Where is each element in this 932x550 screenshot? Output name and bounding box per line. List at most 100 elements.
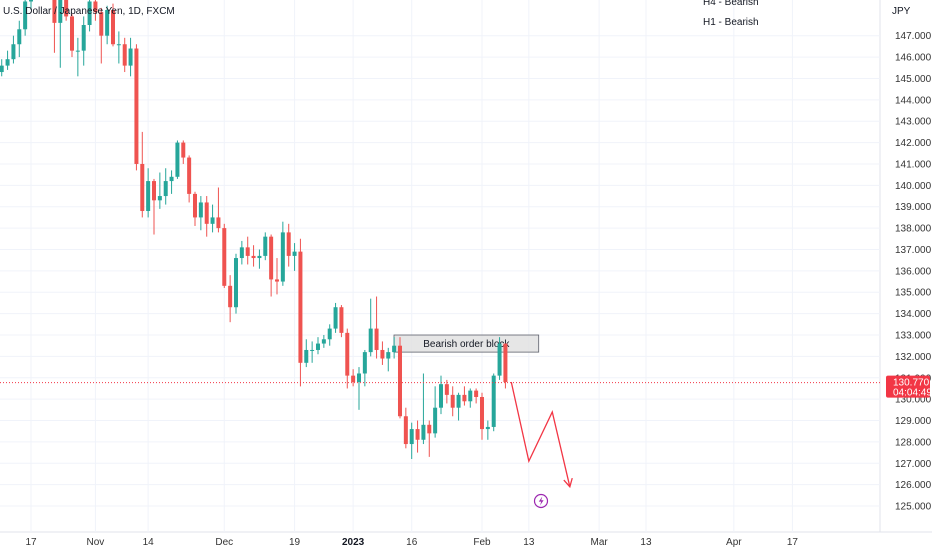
y-tick-label: 146.000: [895, 53, 932, 64]
candle: [497, 337, 502, 380]
projection-arrowhead: [563, 477, 573, 489]
y-tick-label: 147.000: [895, 31, 932, 42]
candle: [386, 347, 391, 372]
candle: [210, 204, 215, 233]
candle: [438, 375, 443, 415]
candle: [116, 31, 121, 64]
candle: [175, 140, 180, 179]
candle: [286, 223, 291, 267]
candle: [0, 59, 4, 77]
candle: [263, 232, 268, 261]
candle: [257, 249, 262, 269]
candle: [17, 20, 22, 58]
candle: [110, 3, 115, 47]
x-tick-label: Mar: [591, 537, 609, 548]
y-tick-label: 126.000: [895, 480, 932, 491]
y-tick-label: 142.000: [895, 138, 932, 149]
candle: [75, 37, 80, 77]
price-tag: 130.770 04:04:49: [886, 375, 932, 399]
candle: [450, 386, 455, 417]
y-tick-label: 143.000: [895, 117, 932, 128]
x-tick-label: Nov: [87, 537, 105, 548]
candle: [474, 388, 479, 404]
y-tick-label: 129.000: [895, 416, 932, 427]
candle: [339, 305, 344, 338]
x-tick-label: Feb: [473, 537, 491, 548]
order-block-layer: Bearish order block: [393, 334, 540, 353]
note-h1: H1 - Bearish: [703, 17, 759, 28]
candle: [11, 35, 16, 64]
projection-path[interactable]: [510, 381, 571, 487]
candle: [351, 369, 356, 387]
x-tick-label: 13: [523, 537, 535, 548]
y-tick-label: 132.000: [895, 352, 932, 363]
currency-label: JPY: [892, 6, 911, 17]
x-tick-label: 17: [787, 537, 799, 548]
candle: [69, 14, 74, 58]
candle: [274, 258, 279, 295]
candle: [321, 335, 326, 348]
grid: [0, 0, 932, 533]
y-tick-label: 138.000: [895, 224, 932, 235]
y-tick-label: 140.000: [895, 181, 932, 192]
candle: [216, 187, 221, 233]
x-tick-label: Apr: [726, 537, 742, 548]
price-axis[interactable]: 125.000 126.000 127.000 128.000 129.000 130.0…: [895, 31, 932, 512]
candle: [204, 196, 209, 237]
candle: [128, 37, 133, 77]
candle: [81, 16, 86, 66]
candle: [233, 253, 238, 314]
x-tick-label: 13: [640, 537, 652, 548]
candle: [251, 245, 256, 267]
y-tick-label: 144.000: [895, 95, 932, 106]
order-block-label: Bearish order block: [423, 339, 510, 350]
candle: [239, 240, 244, 265]
candle: [134, 44, 139, 171]
lightning-icon[interactable]: [533, 493, 549, 509]
candle: [198, 196, 203, 231]
candle: [479, 392, 484, 440]
y-tick-label: 134.000: [895, 309, 932, 320]
current-price-label: 130.770: [893, 378, 930, 389]
candle: [269, 234, 274, 297]
x-tick-label: Dec: [215, 537, 233, 548]
candle: [485, 420, 490, 440]
candle: [163, 168, 168, 205]
candle: [169, 170, 174, 194]
candle: [345, 328, 350, 389]
candle: [93, 0, 98, 21]
candle: [292, 243, 297, 271]
candle: [222, 223, 227, 288]
candle: [105, 5, 110, 45]
candle: [122, 37, 127, 73]
y-tick-label: 127.000: [895, 459, 932, 470]
candle: [403, 407, 408, 449]
candle: [140, 131, 145, 218]
time-axis[interactable]: 17 Nov 14 Dec 19 2023 16 Feb 13 Mar 13 Apr 17: [25, 537, 798, 548]
candle: [99, 7, 104, 64]
candle: [456, 392, 461, 421]
candle: [181, 140, 186, 164]
y-tick-label: 139.000: [895, 202, 932, 213]
candle: [310, 341, 315, 363]
x-tick-label: 14: [143, 537, 155, 548]
y-tick-label: 136.000: [895, 266, 932, 277]
candle: [392, 337, 397, 359]
candles: [0, 0, 508, 460]
y-tick-label: 137.000: [895, 245, 932, 256]
y-tick-label: 135.000: [895, 288, 932, 299]
candle: [187, 155, 192, 203]
projection-layer: [510, 381, 573, 489]
candle: [146, 168, 151, 218]
note-h4: H4 - Bearish: [703, 0, 759, 8]
x-tick-label: 16: [406, 537, 418, 548]
candle: [52, 0, 57, 53]
candle: [228, 275, 233, 323]
candle: [374, 296, 379, 359]
candle: [356, 367, 361, 410]
chart-title: U.S. Dollar / Japanese Yen, 1D, FXCM: [3, 6, 175, 17]
candle: [503, 343, 508, 389]
y-tick-label: 130.000: [895, 395, 932, 406]
candle: [397, 337, 402, 419]
